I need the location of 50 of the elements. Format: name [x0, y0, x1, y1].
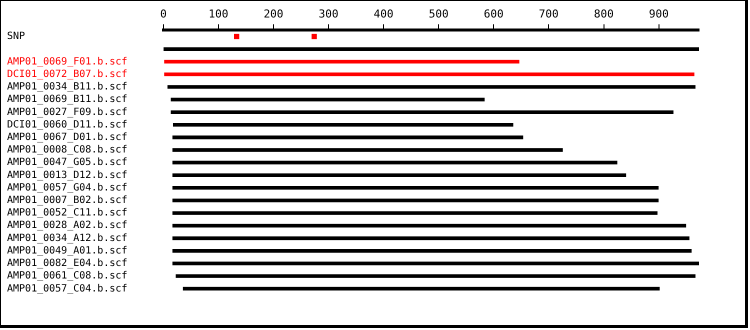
- y-tick-label: DCI01_0072_B07.b.scf: [7, 68, 128, 80]
- y-tick-label: AMP01_0034_B11.b.scf: [7, 82, 128, 93]
- y-tick-label: AMP01_0028_A02.b.scf: [7, 220, 128, 232]
- x-tick-label: 300: [318, 7, 338, 20]
- y-tick-label: AMP01_0082_E04.b.scf: [7, 258, 128, 270]
- bar: [172, 186, 659, 190]
- y-tick-label: AMP01_0069_F01.b.scf: [7, 56, 128, 68]
- y-tick-label: AMP01_0057_G04.b.scf: [7, 182, 128, 194]
- y-tick-label: AMP01_0049_A01.b.scf: [7, 245, 128, 256]
- y-tick-label: AMP01_0027_F09.b.scf: [7, 106, 128, 118]
- bar: [164, 60, 520, 64]
- x-tick-label: 700: [538, 7, 559, 20]
- y-tick-label: AMP01_0008_C08.b.scf: [7, 144, 128, 156]
- bar: [172, 211, 658, 215]
- bar: [172, 122, 514, 127]
- y-tick-label: AMP01_0013_D12.b.scf: [7, 170, 128, 181]
- x-tick-label: 400: [374, 7, 394, 20]
- x-tick-label: 900: [648, 7, 669, 20]
- bar: [172, 173, 626, 178]
- bar: [172, 249, 692, 253]
- bar: [172, 160, 618, 164]
- y-tick-label: AMP01_0047_G05.b.scf: [7, 157, 128, 168]
- x-tick-label: 200: [264, 7, 284, 20]
- x-tick-label: 600: [484, 7, 504, 20]
- bar: [172, 198, 659, 202]
- y-tick-label: AMP01_0061_C08.b.scf: [7, 270, 128, 282]
- bar: [176, 274, 696, 278]
- x-tick-label: 100: [208, 7, 228, 20]
- bar: [172, 148, 563, 152]
- x-tick-label: 500: [428, 7, 449, 20]
- y-tick-label: AMP01_0034_A12.b.scf: [7, 232, 128, 244]
- bar: [164, 47, 699, 51]
- y-tick-label: SNP: [7, 31, 26, 42]
- y-tick-label: AMP01_0007_B02.b.scf: [7, 195, 128, 206]
- bar: [164, 72, 694, 76]
- bar: [172, 262, 699, 266]
- bar: [170, 98, 485, 102]
- bar: [167, 85, 696, 89]
- y-tick-label: AMP01_0057_C04.b.scf: [7, 283, 128, 294]
- bar: [172, 224, 686, 228]
- bar: [182, 286, 660, 291]
- x-tick-label: 800: [594, 7, 614, 20]
- bar: [172, 236, 690, 240]
- y-tick-label: AMP01_0052_C11.b.scf: [7, 208, 128, 219]
- bar: [170, 110, 674, 114]
- y-tick-label: AMP01_0067_D01.b.scf: [7, 132, 128, 143]
- bar: [172, 136, 524, 140]
- y-tick-label: AMP01_0069_B11.b.scf: [7, 94, 128, 106]
- x-tick-label: 0: [160, 7, 167, 20]
- y-tick-label: DCI01_0060_D11.b.scf: [7, 119, 128, 130]
